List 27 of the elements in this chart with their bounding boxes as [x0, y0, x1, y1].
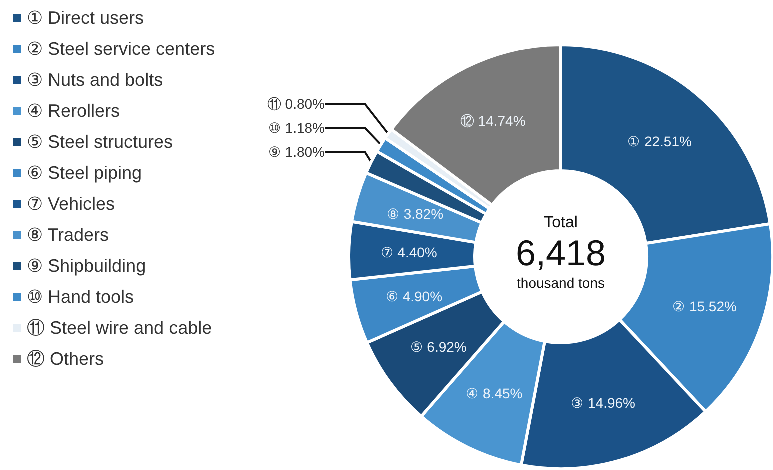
data-label: ③ 14.96%	[571, 394, 636, 411]
text: thousand tons	[517, 275, 605, 291]
data-label: ⑨ 1.80%	[268, 144, 325, 160]
legend-label: ③ Nuts and bolts	[27, 70, 164, 90]
data-label: ⑪ 0.80%	[267, 96, 325, 112]
legend-label: ① Direct users	[27, 8, 144, 28]
data-label: ⑤ 6.92%	[410, 339, 467, 356]
legend-label: ④ Rerollers	[27, 101, 120, 121]
legend-label: ⑥ Steel piping	[27, 163, 142, 183]
data-label: ② 15.52%	[672, 298, 737, 314]
data-label: ⑫ 14.74%	[460, 113, 526, 130]
legend-label: ⑧ Traders	[27, 225, 110, 245]
legend-label: ⑩ Hand tools	[27, 287, 134, 307]
legend-label: ⑦ Vehicles	[27, 194, 116, 214]
data-label: ⑧ 3.82%	[386, 206, 444, 222]
data-label: ① 22.51%	[628, 133, 692, 150]
legend-label: ⑨ Shipbuilding	[27, 256, 146, 276]
text: 6,418	[516, 232, 606, 274]
text: Total	[544, 214, 578, 232]
legend-label: ⑫ Others	[27, 349, 104, 369]
data-label: ⑦ 4.40%	[380, 244, 438, 261]
data-label: ⑥ 4.90%	[386, 288, 443, 305]
data-label: ⑩ 1.18%	[268, 120, 325, 136]
legend-label: ⑤ Steel structures	[27, 132, 174, 152]
data-label: ④ 8.45%	[466, 386, 523, 402]
legend-label: ② Steel service centers	[27, 39, 216, 59]
legend-label: ⑪ Steel wire and cable	[27, 318, 212, 338]
